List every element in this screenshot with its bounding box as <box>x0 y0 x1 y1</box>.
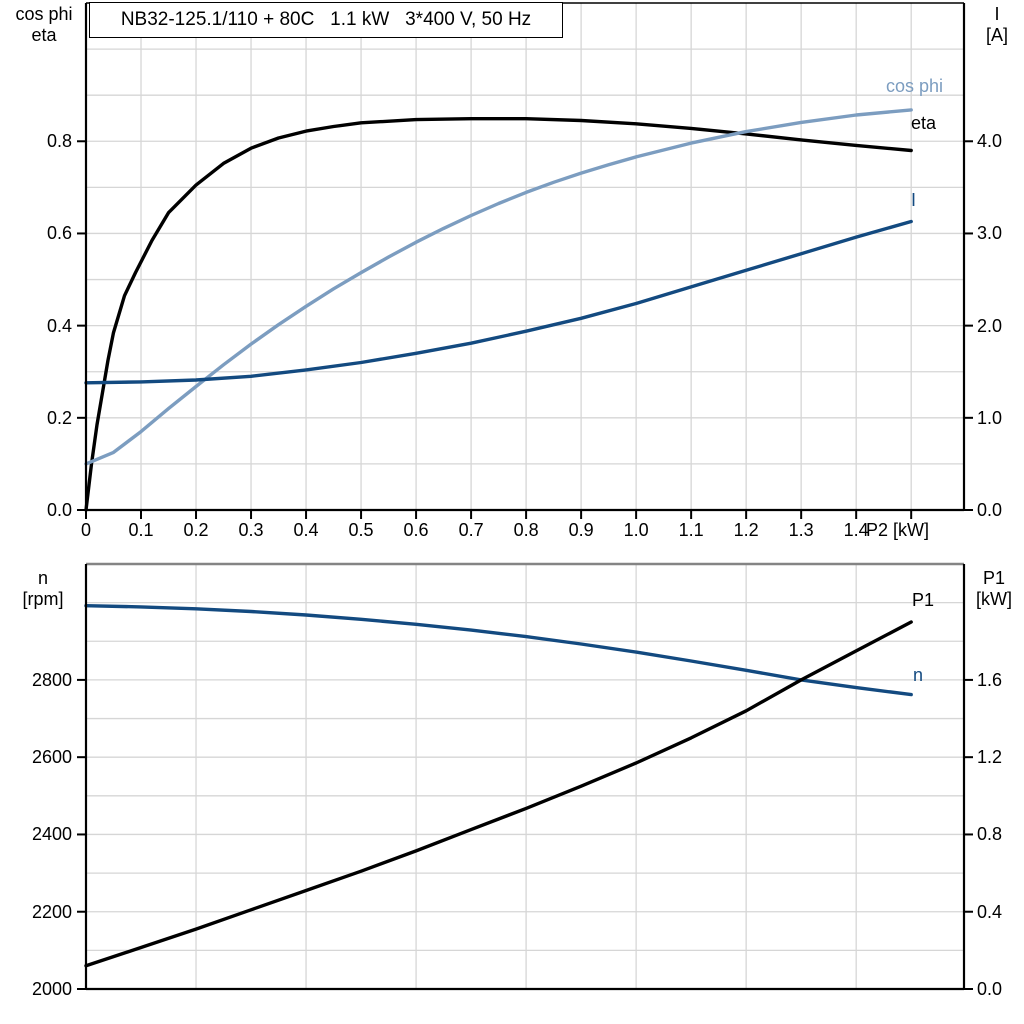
top-right-axis-title: I [A] <box>972 4 1022 46</box>
top-left-axis-title: cos phi eta <box>4 4 84 46</box>
axis-title-line: [kW] <box>976 589 1012 609</box>
tick-label: 4.0 <box>977 131 1003 152</box>
tick-label: 1.4 <box>843 520 869 540</box>
tick-label: 0.1 <box>128 520 154 540</box>
curve-label-eta: eta <box>911 113 937 133</box>
axis-title-line: cos phi <box>15 4 73 24</box>
bottom-left-axis-title: n [rpm] <box>6 568 80 610</box>
curve-I <box>84 219 913 385</box>
tick-label: 2000 <box>31 979 72 999</box>
chart-title: NB32-125.1/110 + 80C 1.1 kW 3*400 V, 50 … <box>89 2 563 38</box>
tick-label: 2200 <box>31 901 72 922</box>
axis-title-line: I <box>994 4 1000 24</box>
tick-label: 0.0 <box>977 979 1003 999</box>
curve-label-p1: P1 <box>912 590 935 610</box>
tick-label: 1.2 <box>977 747 1003 768</box>
tick-label: 0 <box>80 520 91 540</box>
tick-label: 0.5 <box>348 520 374 540</box>
tick-label: 1.0 <box>977 407 1003 428</box>
curve-label-cos-phi: cos phi <box>886 76 944 96</box>
axis-title-line: eta <box>31 25 57 45</box>
tick-label: 1.0 <box>623 520 649 540</box>
tick-label: 2.0 <box>977 315 1003 336</box>
axis-title-line: [A] <box>985 25 1008 45</box>
tick-label: 2400 <box>31 824 72 845</box>
tick-label: 0.6 <box>403 520 429 540</box>
tick-label: 1.2 <box>733 520 759 540</box>
tick-label: 0.0 <box>977 500 1003 520</box>
tick-label: 0.4 <box>293 520 319 540</box>
tick-label: 0.8 <box>46 131 72 152</box>
tick-label: 1.1 <box>678 520 704 540</box>
tick-label: 1.6 <box>977 669 1003 690</box>
tick-label: 0.7 <box>458 520 484 540</box>
axis-title-line: P1 <box>982 568 1006 588</box>
tick-label: 0.3 <box>238 520 264 540</box>
curve-eta <box>84 116 913 512</box>
curve-cos-phi <box>84 108 913 466</box>
tick-label: 0.8 <box>977 824 1003 845</box>
x-axis-unit-label: P2 [kW] <box>866 520 930 540</box>
curve-P1 <box>84 620 913 968</box>
curve-label-current: I <box>911 190 917 210</box>
tick-label: 0.6 <box>46 223 72 244</box>
tick-label: 3.0 <box>977 223 1003 244</box>
tick-label: 1.3 <box>788 520 814 540</box>
tick-label: 0.0 <box>46 500 72 520</box>
axis-title-line: n <box>37 568 48 588</box>
tick-label: 0.9 <box>568 520 594 540</box>
tick-label: 2600 <box>31 747 72 768</box>
tick-label: 0.8 <box>513 520 539 540</box>
curve-label-speed: n <box>913 665 924 685</box>
axis-title-line: [rpm] <box>22 589 64 609</box>
curve-n <box>84 604 913 697</box>
tick-label: 2800 <box>31 669 72 690</box>
tick-label: 0.2 <box>183 520 209 540</box>
tick-label: 0.4 <box>46 315 72 336</box>
tick-label: 0.4 <box>977 901 1003 922</box>
tick-label: 0.2 <box>46 407 72 428</box>
bottom-right-axis-title: P1 [kW] <box>966 568 1022 610</box>
